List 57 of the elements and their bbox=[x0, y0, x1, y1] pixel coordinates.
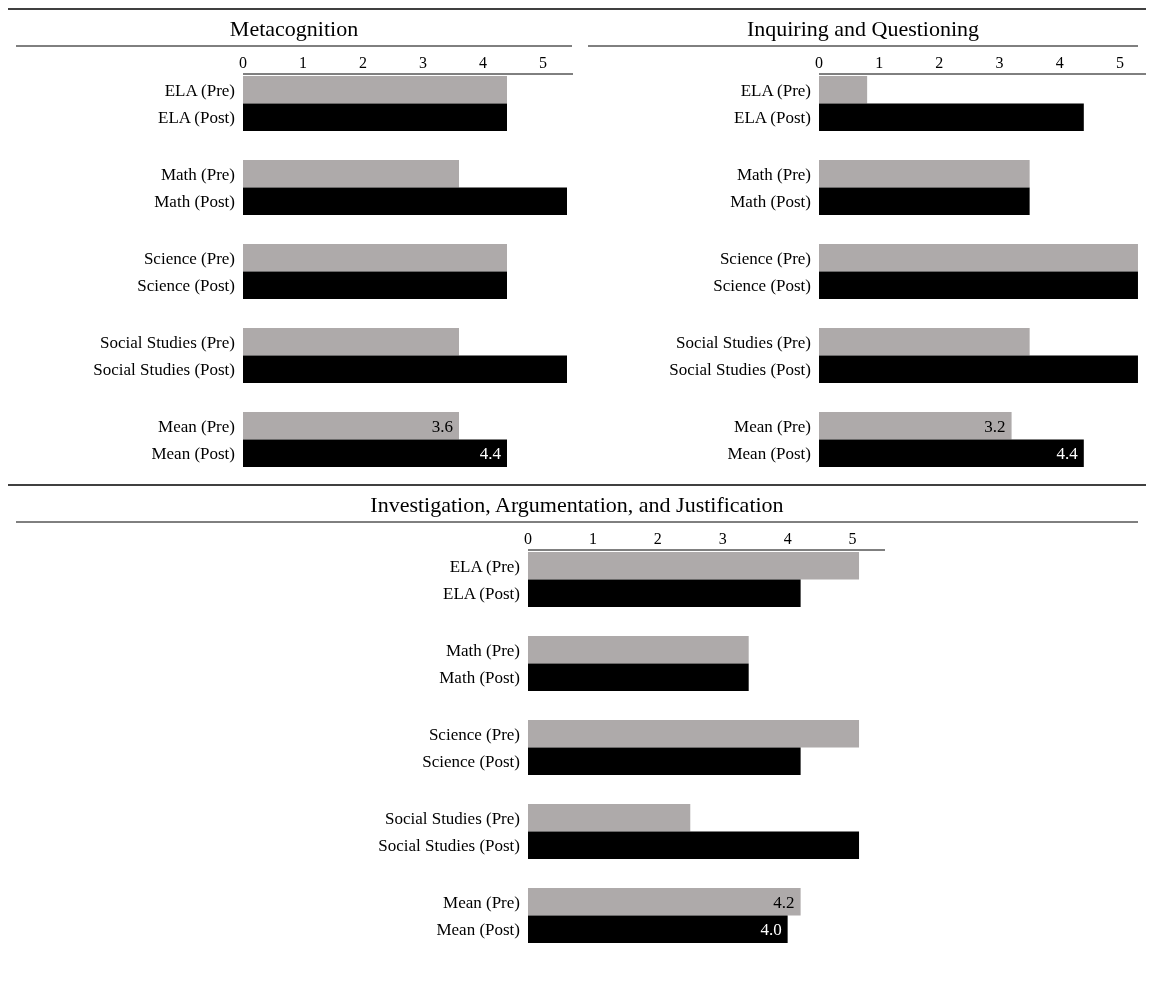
y-tick-label: Math (Post) bbox=[730, 192, 811, 212]
y-tick-label: Social Studies (Pre) bbox=[384, 808, 520, 828]
x-tick-label: 4 bbox=[1055, 54, 1064, 71]
y-tick-label: ELA (Pre) bbox=[740, 80, 811, 100]
x-tick-label: 2 bbox=[653, 530, 662, 547]
y-tick-label: Science (Post) bbox=[422, 752, 520, 772]
x-tick-label: 4 bbox=[479, 54, 487, 71]
y-tick-label: Mean (Post) bbox=[151, 444, 235, 464]
y-tick-label: Math (Post) bbox=[439, 668, 520, 688]
x-tick-label: 1 bbox=[299, 54, 307, 71]
x-tick-label: 1 bbox=[588, 530, 597, 547]
x-tick-label: 3 bbox=[995, 54, 1004, 71]
x-tick-label: 2 bbox=[935, 54, 944, 71]
data-label: 3.2 bbox=[984, 416, 1006, 436]
y-tick-label: Mean (Post) bbox=[727, 444, 811, 464]
x-tick-label: 1 bbox=[875, 54, 884, 71]
y-tick-label: Social Studies (Post) bbox=[669, 360, 811, 380]
data-label: 4.0 bbox=[760, 920, 782, 940]
data-label: 4.4 bbox=[479, 444, 502, 464]
y-tick-label: ELA (Post) bbox=[734, 108, 811, 128]
y-tick-label: Social Studies (Pre) bbox=[675, 332, 811, 352]
x-tick-label: 3 bbox=[419, 54, 427, 71]
x-tick-label: 0 bbox=[524, 530, 532, 547]
x-tick-label: 0 bbox=[815, 54, 823, 71]
y-tick-label: Science (Pre) bbox=[143, 248, 235, 268]
x-tick-label: 2 bbox=[359, 54, 367, 71]
y-tick-label: Math (Pre) bbox=[160, 164, 235, 184]
x-tick-label: 5 bbox=[539, 54, 547, 71]
data-label: 4.2 bbox=[773, 892, 795, 912]
chart-title: Metacognition bbox=[229, 16, 359, 41]
y-tick-label: Science (Pre) bbox=[428, 724, 520, 744]
data-label: 3.6 bbox=[431, 416, 453, 436]
x-tick-label: 0 bbox=[239, 54, 247, 71]
y-tick-label: Mean (Pre) bbox=[158, 416, 235, 436]
y-tick-label: ELA (Pre) bbox=[449, 556, 520, 576]
y-tick-label: Science (Post) bbox=[137, 276, 235, 296]
y-tick-label: Mean (Post) bbox=[436, 920, 520, 940]
x-tick-label: 5 bbox=[1115, 54, 1124, 71]
y-tick-label: Math (Pre) bbox=[736, 164, 811, 184]
chart-title: Inquiring and Questioning bbox=[746, 16, 980, 41]
y-tick-label: Mean (Pre) bbox=[443, 892, 520, 912]
y-tick-label: ELA (Pre) bbox=[164, 80, 235, 100]
data-label: 4.4 bbox=[1056, 444, 1079, 464]
chart-title: Investigation, Argumentation, and Justification bbox=[370, 492, 784, 517]
y-tick-label: Social Studies (Post) bbox=[93, 360, 235, 380]
x-tick-label: 5 bbox=[848, 530, 857, 547]
y-tick-label: Science (Post) bbox=[713, 276, 811, 296]
y-tick-label: Social Studies (Post) bbox=[378, 836, 520, 856]
y-tick-label: ELA (Post) bbox=[158, 108, 235, 128]
y-tick-label: ELA (Post) bbox=[443, 584, 520, 604]
y-tick-label: Math (Pre) bbox=[445, 640, 520, 660]
y-tick-label: Math (Post) bbox=[154, 192, 235, 212]
x-tick-label: 4 bbox=[783, 530, 792, 547]
y-tick-label: Mean (Pre) bbox=[734, 416, 811, 436]
x-tick-label: 3 bbox=[718, 530, 727, 547]
y-tick-label: Social Studies (Pre) bbox=[99, 332, 235, 352]
y-tick-label: Science (Pre) bbox=[719, 248, 811, 268]
